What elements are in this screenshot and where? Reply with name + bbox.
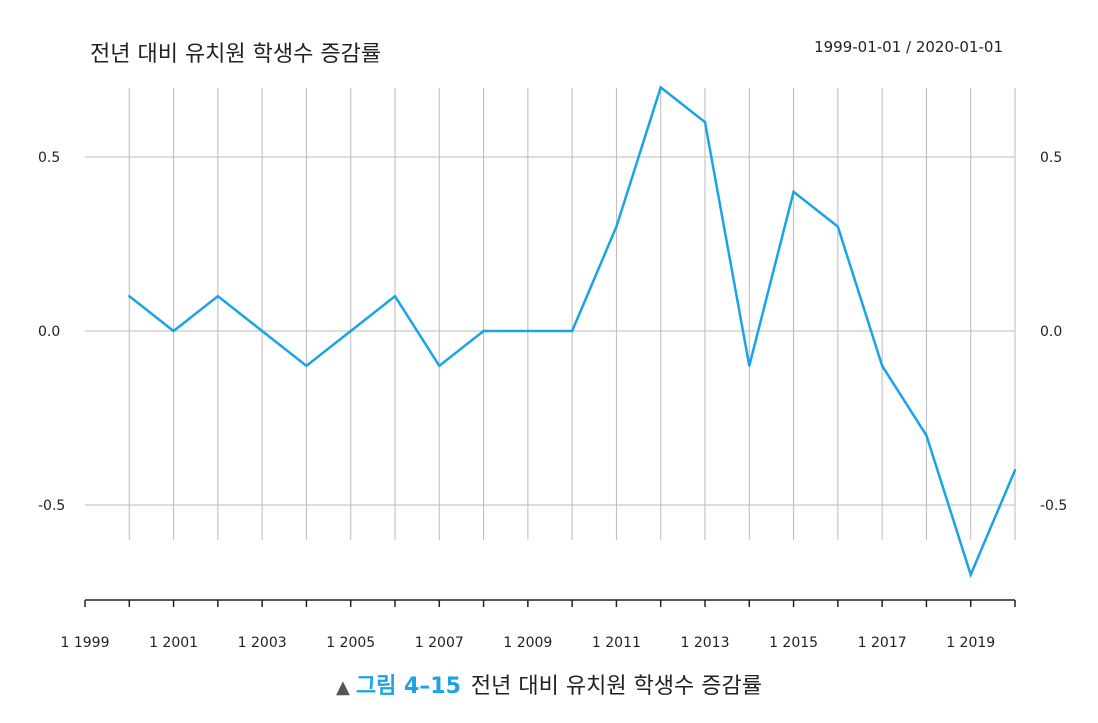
data-point xyxy=(836,225,840,228)
data-point xyxy=(570,329,574,333)
y-tick-label-left: 0.5 xyxy=(38,150,60,166)
data-point xyxy=(703,121,707,124)
x-tick-label: 1 2013 xyxy=(681,635,730,651)
data-point xyxy=(260,329,264,333)
y-tick-labels-left: 0.5 0.0 -0.5 xyxy=(38,150,65,514)
series-group xyxy=(128,85,1017,579)
data-point xyxy=(438,364,441,367)
x-tick-label: 1 2019 xyxy=(946,635,995,651)
data-point xyxy=(393,295,397,298)
x-tick-label: 1 2011 xyxy=(592,635,641,651)
y-tick-label-left: 0.0 xyxy=(38,324,60,340)
data-point xyxy=(925,434,928,437)
y-tick-label-right: 0.5 xyxy=(1040,150,1062,166)
data-point xyxy=(216,295,220,298)
figure-number: 그림 4–15 xyxy=(355,674,461,699)
caption-text: 전년 대비 유치원 학생수 증감률 xyxy=(470,674,762,699)
y-tick-label-right: -0.5 xyxy=(1040,498,1067,514)
data-point xyxy=(969,573,972,576)
x-tick-label: 1 2001 xyxy=(149,635,198,651)
chart-title: 전년 대비 유치원 학생수 증감률 xyxy=(90,42,382,67)
data-point xyxy=(792,190,795,193)
x-axis xyxy=(84,599,1016,607)
x-tick-label: 1 2009 xyxy=(503,635,552,651)
x-tick-label: 1 1999 xyxy=(61,635,110,651)
x-tick-label: 1 2003 xyxy=(238,635,287,651)
data-point xyxy=(880,364,884,367)
x-tick-label: 1 2005 xyxy=(326,635,375,651)
data-point xyxy=(748,364,751,367)
data-point xyxy=(526,329,530,333)
date-range: 1999-01-01 / 2020-01-01 xyxy=(814,38,1003,56)
x-tick-label: 1 2015 xyxy=(769,635,818,651)
data-point xyxy=(172,329,175,333)
data-point xyxy=(128,295,131,298)
data-point xyxy=(349,329,352,333)
y-tick-labels-right: 0.5 0.0 -0.5 xyxy=(1040,150,1067,514)
triangle-icon: ▲ xyxy=(336,677,350,698)
data-point xyxy=(305,364,308,367)
figure-caption: ▲ 그림 4–15 전년 대비 유치원 학생수 증감률 xyxy=(0,668,1098,700)
data-point xyxy=(1013,469,1017,472)
data-point xyxy=(482,329,485,333)
y-tick-label-right: 0.0 xyxy=(1040,324,1062,340)
x-tick-labels: 1 1999 1 2001 1 2003 1 2005 1 2007 1 2009 1 20… xyxy=(61,635,996,651)
y-tick-label-left: -0.5 xyxy=(38,498,65,514)
data-point xyxy=(615,225,618,228)
data-point xyxy=(659,86,662,89)
vertical-gridlines xyxy=(128,88,1016,540)
x-tick-label: 1 2017 xyxy=(858,635,907,651)
x-tick-label: 1 2007 xyxy=(415,635,464,651)
